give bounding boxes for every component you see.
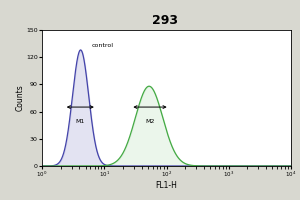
Y-axis label: Counts: Counts	[16, 85, 25, 111]
Text: control: control	[92, 43, 114, 48]
Text: 293: 293	[152, 14, 178, 27]
Text: M2: M2	[145, 119, 155, 124]
Text: M1: M1	[76, 119, 85, 124]
X-axis label: FL1-H: FL1-H	[156, 181, 177, 190]
